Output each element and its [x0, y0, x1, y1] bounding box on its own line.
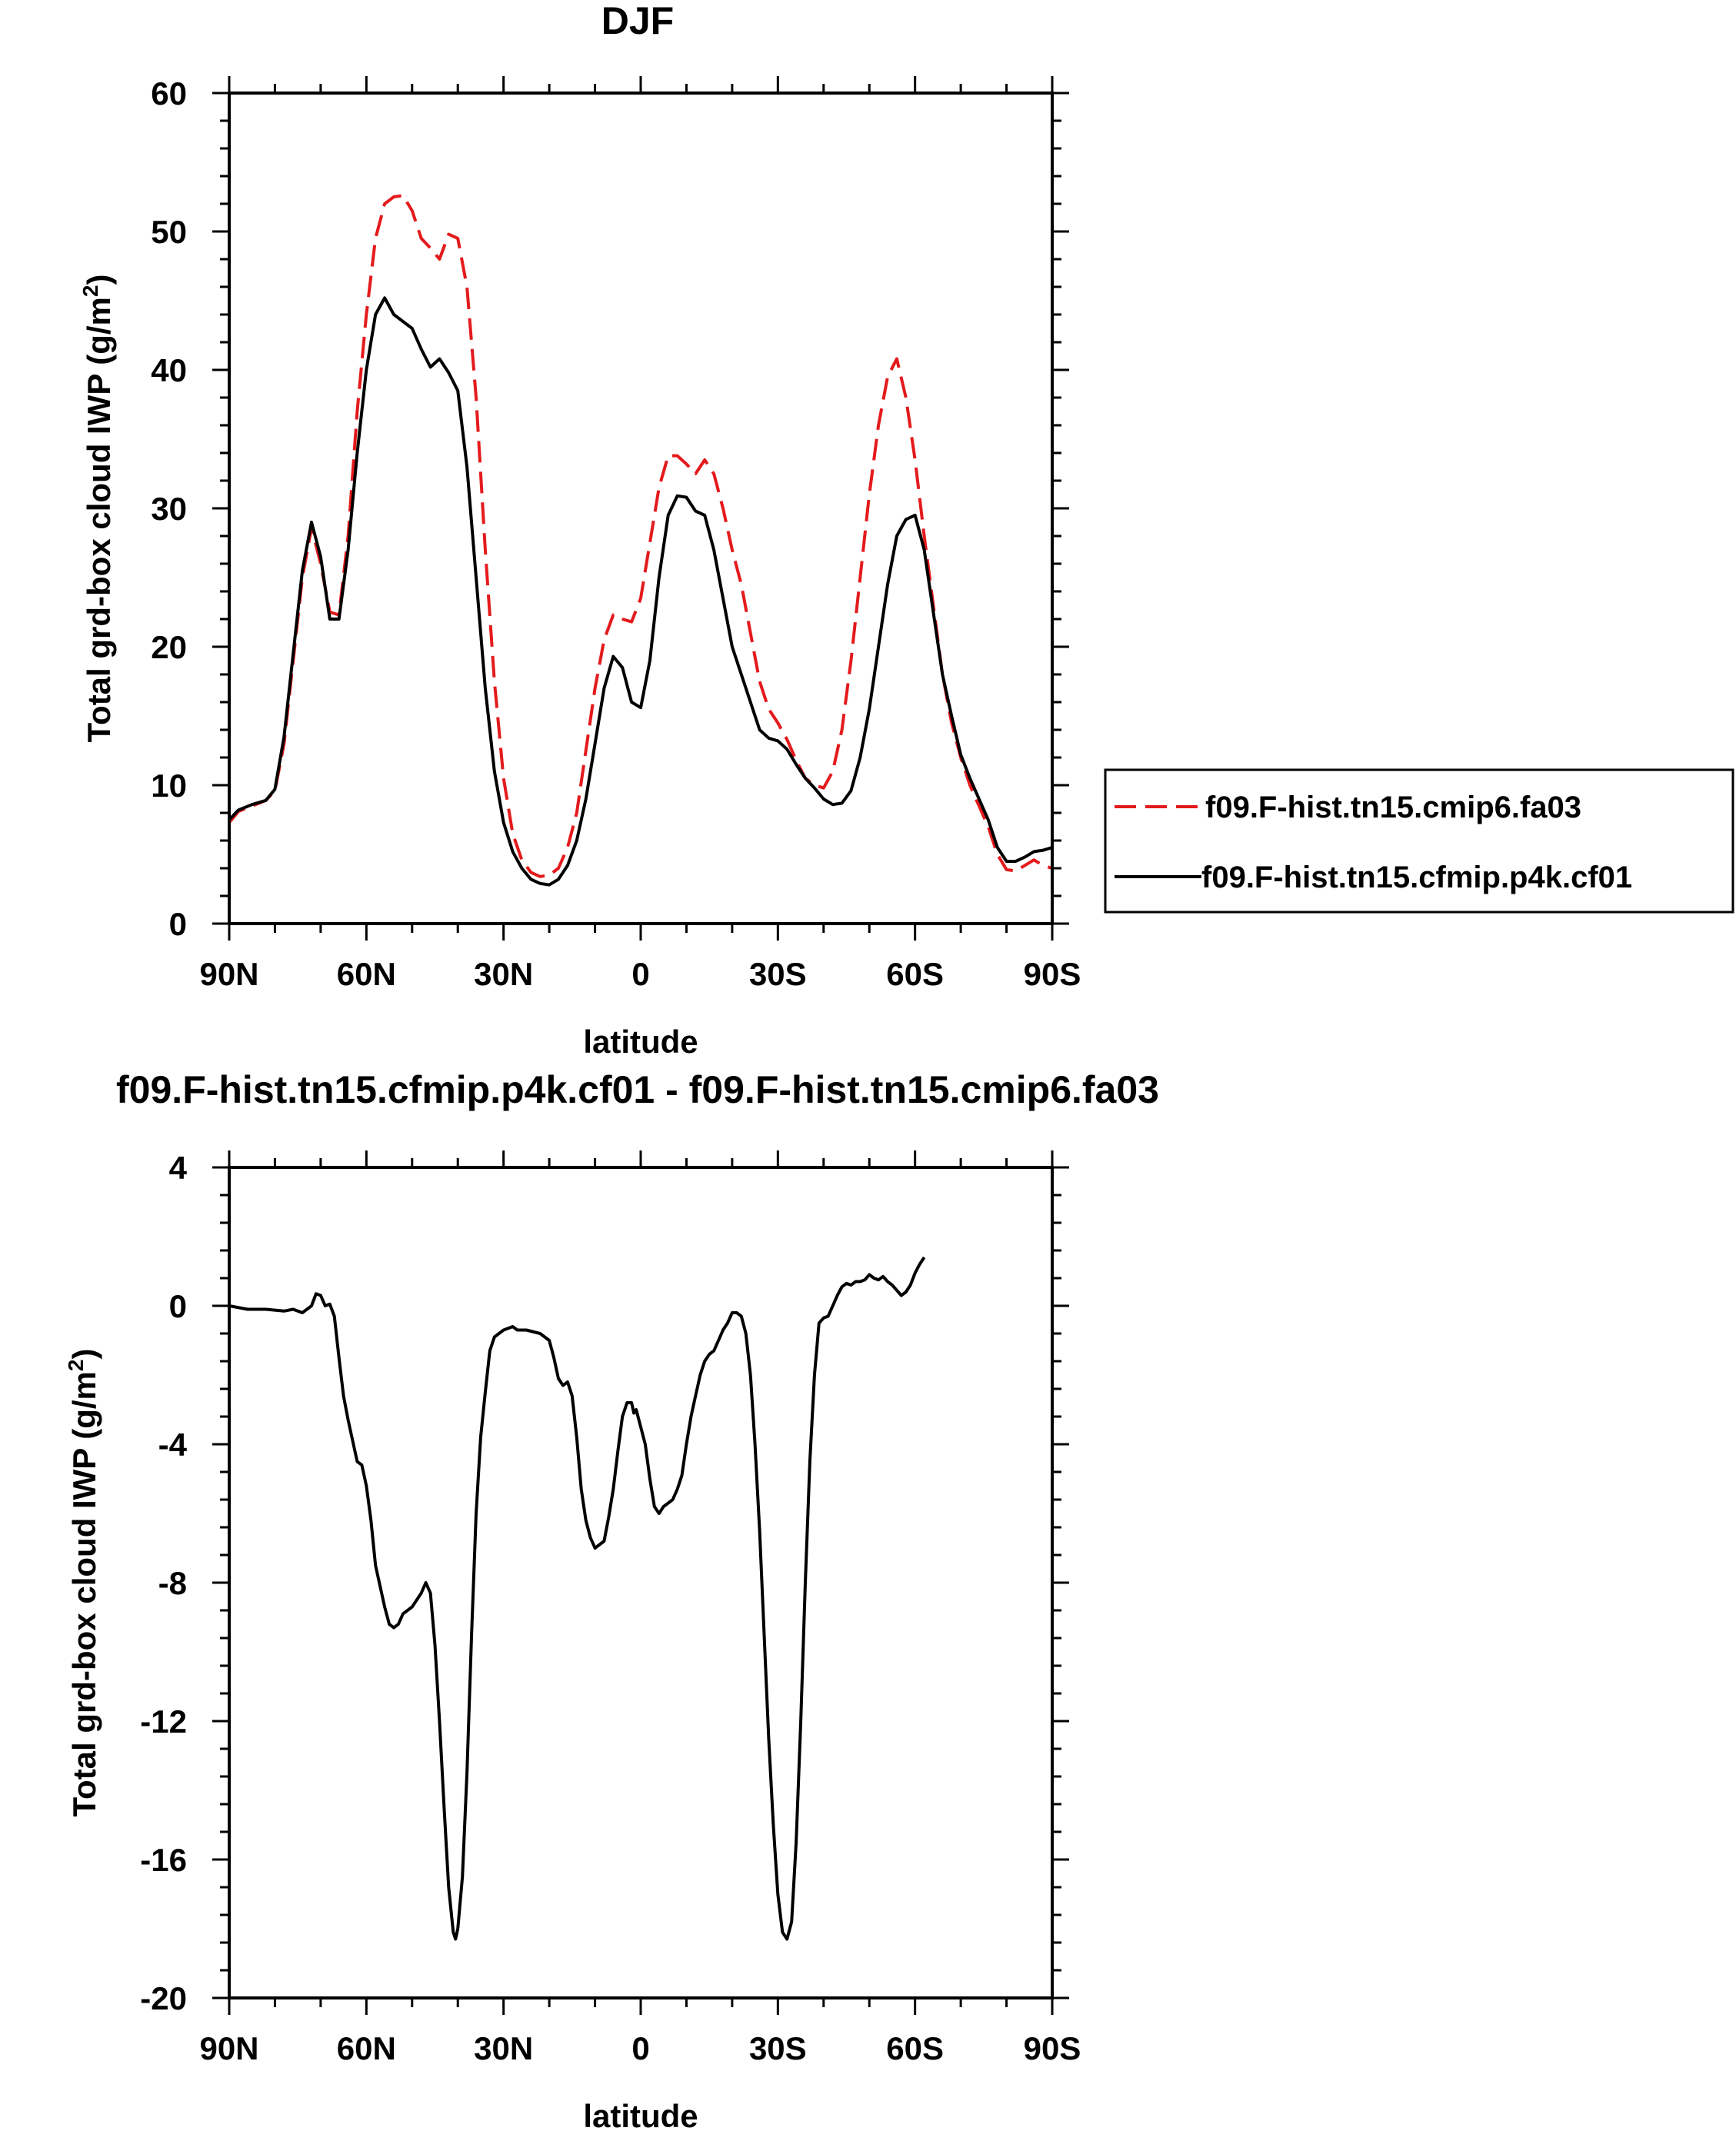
x-tick-label: 90N [199, 2030, 258, 2066]
x-tick-label: 60S [886, 2030, 944, 2066]
x-tick-label: 0 [631, 956, 649, 992]
bottom-chart-ticks [212, 1150, 1069, 2015]
top-chart-y-axis-label-end: ) [81, 275, 117, 285]
legend: f09.F-hist.tn15.cmip6.fa03 f09.F-hist.tn… [1104, 768, 1734, 914]
y-tick-label: -16 [140, 1842, 187, 1878]
series-line-1-0 [228, 1256, 926, 1941]
y-tick-label: 50 [151, 214, 187, 250]
top-chart-x-tick-labels: 90N 60N 30N 0 30S 60S 90S [199, 956, 1081, 992]
y-tick-label: -4 [158, 1427, 188, 1463]
legend-label-p4k: f09.F-hist.tn15.cfmip.p4k.cf01 [1201, 861, 1632, 894]
x-tick-label: 90S [1024, 956, 1081, 992]
top-chart-y-axis-label: Total grd-box cloud IWP (g/m2) [78, 275, 117, 743]
legend-label-cmip6: f09.F-hist.tn15.cmip6.fa03 [1205, 791, 1581, 824]
y-tick-label: 60 [151, 75, 187, 112]
top-chart-x-axis-label: latitude [583, 1024, 698, 1060]
y-tick-label: 30 [151, 491, 187, 527]
top-chart-series-lines [228, 194, 1053, 887]
x-tick-label: 30N [474, 2030, 533, 2066]
x-tick-label: 90S [1024, 2030, 1081, 2066]
top-chart-y-axis-label-main: Total grd-box cloud IWP (g/m [81, 297, 117, 742]
y-tick-label: 0 [169, 906, 187, 942]
y-tick-label: 0 [169, 1288, 187, 1324]
top-chart-title: DJF [601, 0, 674, 42]
bottom-chart-y-tick-labels: -20 -16 -12 -8 -4 0 4 [140, 1150, 187, 2016]
legend-box [1104, 768, 1734, 914]
top-chart: DJF 90N 60N 30N 0 30S 60S 90S 0 10 20 30 40 50 60 la… [78, 0, 1734, 1060]
y-tick-label: -12 [140, 1703, 187, 1740]
y-tick-label: 20 [151, 629, 187, 665]
y-tick-label: -20 [140, 1980, 187, 2016]
x-tick-label: 30S [749, 2030, 807, 2066]
bottom-chart-y-axis-label-main: Total grd-box cloud IWP (g/m [66, 1371, 102, 1816]
top-chart-y-axis-label-sup: 2 [78, 285, 102, 298]
top-chart-ticks [212, 76, 1069, 941]
x-tick-label: 30N [474, 956, 533, 992]
top-chart-y-tick-labels: 0 10 20 30 40 50 60 [151, 75, 187, 942]
y-tick-label: -8 [158, 1565, 187, 1601]
series-line-0-1 [228, 296, 1053, 887]
y-tick-label: 4 [169, 1150, 188, 1186]
bottom-chart-x-axis-label: latitude [583, 2098, 698, 2131]
bottom-chart-y-axis-label: Total grd-box cloud IWP (g/m2) [64, 1349, 102, 1817]
bottom-chart-y-axis-label-end: ) [66, 1349, 102, 1360]
bottom-chart-plot-frame [228, 1166, 1054, 1999]
bottom-chart: f09.F-hist.tn15.cfmip.p4k.cf01 - f09.F-h… [64, 1068, 1159, 2131]
bottom-chart-title: f09.F-hist.tn15.cfmip.p4k.cf01 - f09.F-h… [116, 1068, 1159, 1111]
x-tick-label: 60S [886, 956, 944, 992]
x-tick-label: 60N [337, 2030, 396, 2066]
x-tick-label: 30S [749, 956, 807, 992]
bottom-chart-x-tick-labels: 90N 60N 30N 0 30S 60S 90S [199, 2030, 1081, 2066]
y-tick-label: 40 [151, 352, 187, 388]
x-tick-label: 0 [631, 2030, 649, 2066]
series-line-0-0 [228, 194, 1053, 878]
bottom-chart-series-lines [228, 1256, 926, 1941]
x-tick-label: 90N [199, 956, 258, 992]
y-tick-label: 10 [151, 767, 187, 804]
bottom-chart-y-axis-label-sup: 2 [64, 1360, 88, 1372]
x-tick-label: 60N [337, 956, 396, 992]
